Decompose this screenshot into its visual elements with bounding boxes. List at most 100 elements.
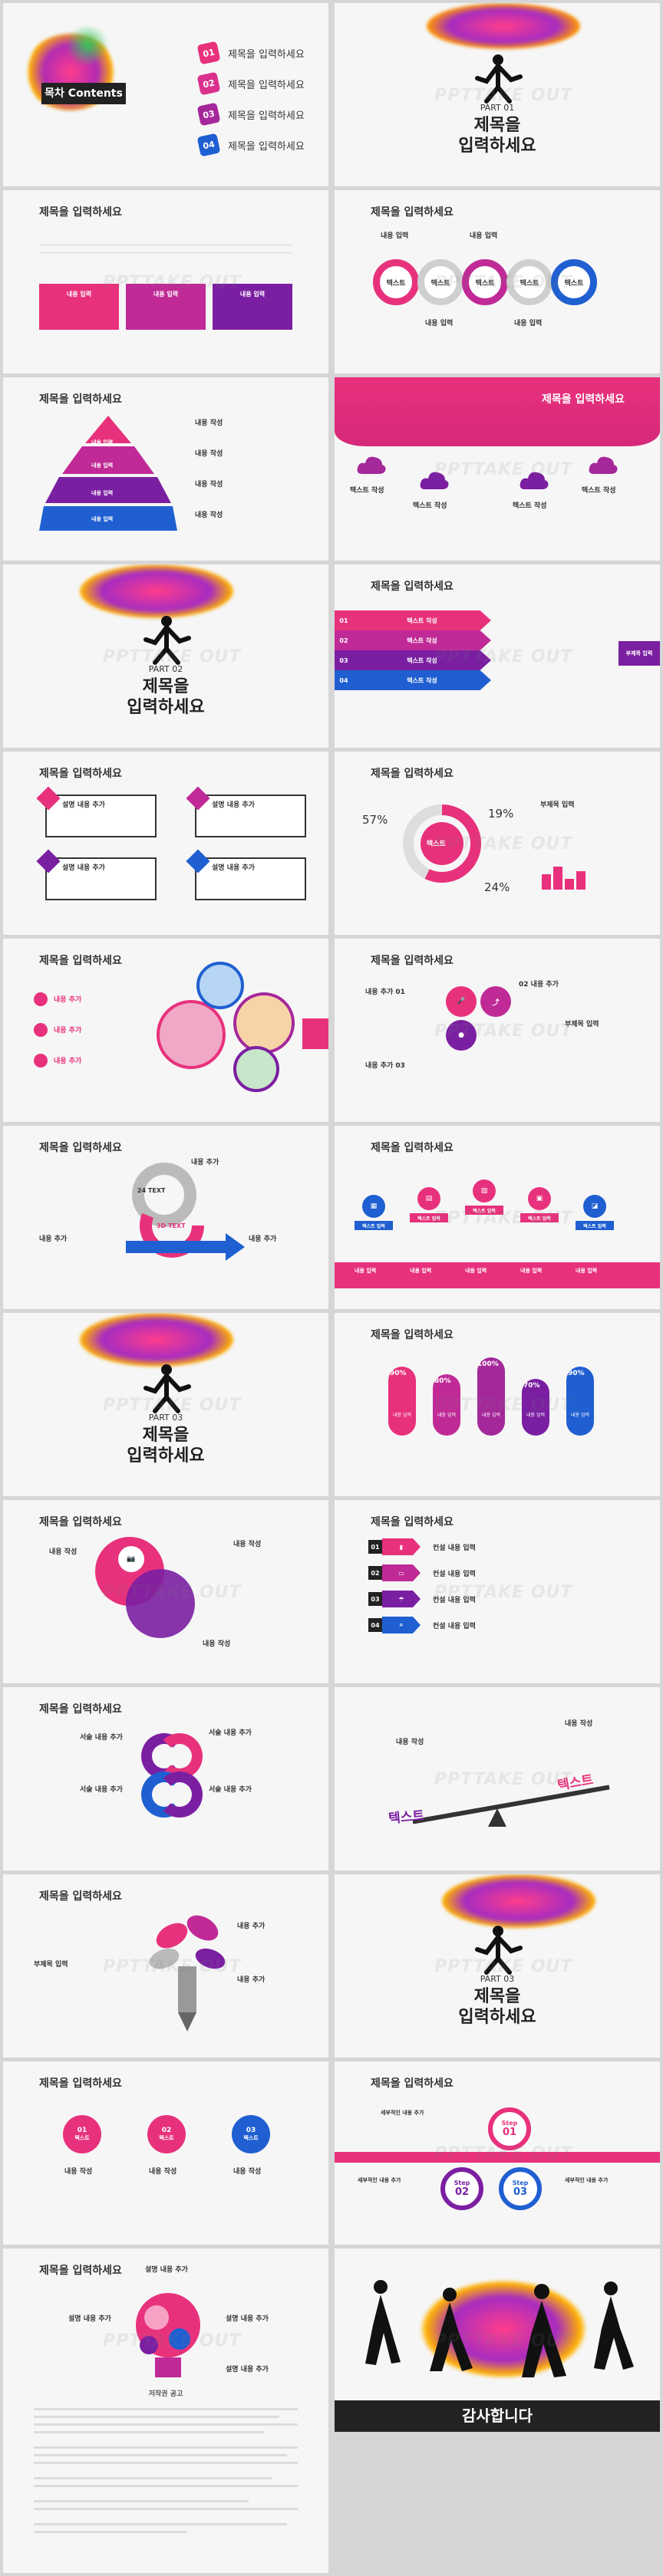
- ring-node[interactable]: 텍스트: [506, 259, 552, 305]
- ring-node[interactable]: 텍스트: [551, 259, 597, 305]
- 3d-arrow-diagram: [126, 1163, 245, 1261]
- slide-part-1[interactable]: PART 01 제목을 입력하세요 PPTTAKE OUT: [335, 3, 660, 186]
- step-bar[interactable]: 텍스트 작성: [353, 610, 491, 630]
- ring-node[interactable]: 텍스트: [462, 259, 508, 305]
- arc-shape: [157, 1772, 203, 1818]
- athletes-silhouette: [365, 2280, 634, 2377]
- slide-8[interactable]: 제목을 입력하세요 01 02 03 04 텍스트 작성 텍스트 작성 텍스트 …: [335, 564, 660, 748]
- slide-title: 제목을 입력하세요: [371, 581, 454, 593]
- bar-label: 내용 입력: [526, 1413, 545, 1418]
- step-label: Step: [454, 2180, 470, 2186]
- info-card[interactable]: 설명 내용 추가: [195, 795, 306, 837]
- content-box-label: 내용 입력: [66, 291, 92, 298]
- step-ring[interactable]: Step 02: [440, 2167, 483, 2210]
- seesaw-pivot: [488, 1808, 506, 1827]
- watermark: PPTTAKE OUT: [434, 1583, 573, 1602]
- slide-part-4[interactable]: PART 03 제목을 입력하세요 PPTTAKE OUT: [335, 1874, 660, 2058]
- step-num: 01: [502, 2127, 517, 2138]
- cloud-icon: [520, 472, 549, 489]
- slide-3[interactable]: 제목을 입력하세요 내용 입력 내용 입력 내용 입력 PPTTAKE OUT: [3, 190, 328, 373]
- info-card-title: 설명 내용 추가: [62, 801, 105, 809]
- step-num: 03: [335, 650, 353, 670]
- slide-6[interactable]: 제목을 입력하세요 텍스트 작성 텍스트 작성 텍스트 작성 텍스트 작성 PP…: [335, 377, 660, 561]
- slide-part-2[interactable]: PART 02 제목을 입력하세요 PPTTAKE OUT: [3, 564, 328, 748]
- step-bar[interactable]: 텍스트 작성: [353, 630, 491, 650]
- toc-title: 목차 Contents: [41, 83, 126, 104]
- ring-label: 내용 입력: [381, 232, 409, 240]
- step-circle[interactable]: 01 텍스트: [63, 2115, 101, 2153]
- item-title: 내용 추가: [191, 1159, 219, 1166]
- step-num: 01: [368, 1540, 382, 1554]
- slide-part-3[interactable]: PART 03 제목을 입력하세요 PPTTAKE OUT: [3, 1313, 328, 1496]
- watermark: PPTTAKE OUT: [434, 1209, 573, 1228]
- toc-item-4[interactable]: 04 제목을 입력하세요: [196, 133, 305, 157]
- step-bar[interactable]: 텍스트 작성: [353, 650, 491, 670]
- share-icon: ⤴: [480, 986, 511, 1017]
- info-card[interactable]: 설명 내용 추가: [45, 795, 157, 837]
- item-title: 컨설 내용 입력: [433, 1623, 476, 1630]
- slide-16[interactable]: 제목을 입력하세요 90% 80% 100% 70% 90% 내용 입력 내용 …: [335, 1313, 660, 1496]
- slide-title: 제목을 입력하세요: [371, 955, 454, 967]
- step-ring[interactable]: Step 03: [499, 2167, 542, 2210]
- capsule-bar: [433, 1374, 460, 1436]
- pct-label: 24%: [484, 880, 510, 894]
- slide-17[interactable]: 제목을 입력하세요 📷 내용 작성 내용 작성 내용 작성 PPTTAKE OU…: [3, 1500, 328, 1683]
- part-title-line1: 제목을: [473, 116, 521, 135]
- node-icon: ▦: [362, 1195, 385, 1218]
- watermark: PPTTAKE OUT: [103, 1583, 242, 1602]
- part-title-line1: 제목을: [142, 1426, 190, 1445]
- slide-title: 제목을 입력하세요: [39, 1890, 122, 1903]
- slide-5[interactable]: 제목을 입력하세요 내용 입력 내용 입력 내용 입력 내용 입력 내용 작성 …: [3, 377, 328, 561]
- step-circle[interactable]: 03 텍스트: [232, 2115, 270, 2153]
- step-num: 03: [246, 2127, 256, 2134]
- slide-9[interactable]: 제목을 입력하세요 설명 내용 추가 설명 내용 추가 설명 내용 추가 설명 …: [3, 752, 328, 935]
- slide-thanks[interactable]: 감사합니다 PPTTAKE OUT: [335, 2249, 660, 2432]
- slide-18[interactable]: 제목을 입력하세요 01 02 03 04 ▮ ▭ ☂ ⌕ 컨설 내용 입력 컨…: [335, 1500, 660, 1683]
- toc-item-3[interactable]: 03 제목을 입력하세요: [196, 102, 305, 127]
- slide-title: 제목을 입력하세요: [542, 393, 625, 406]
- content-box-label: 내용 입력: [239, 291, 266, 298]
- slide-24[interactable]: 제목을 입력하세요 Step 01 Step 02 Step 03 세부적인 내용 추…: [335, 2061, 660, 2245]
- text-placeholder-line: [34, 2523, 287, 2525]
- band-label: 내용 입력: [355, 1268, 377, 1274]
- search-icon: ⌕: [382, 1617, 421, 1633]
- step-circle[interactable]: 02 텍스트: [147, 2115, 186, 2153]
- slide-23[interactable]: 제목을 입력하세요 01 텍스트 02 텍스트 03 텍스트 내용 작성 내용 작성 …: [3, 2061, 328, 2245]
- slide-20[interactable]: 텍스트 텍스트 내용 작성 내용 작성 PPTTAKE OUT: [335, 1687, 660, 1870]
- info-card[interactable]: 설명 내용 추가: [195, 857, 306, 900]
- silhouette-icon: [143, 616, 191, 665]
- step-label: 텍스트: [74, 2135, 90, 2141]
- info-card[interactable]: 설명 내용 추가: [45, 857, 157, 900]
- photo-circle: [196, 962, 244, 1009]
- step-num: 02: [335, 630, 353, 650]
- tag: 텍스트 입력: [576, 1221, 614, 1230]
- subtitle: 부제목 입력: [565, 1021, 599, 1028]
- slide-12[interactable]: 제목을 입력하세요 🎤 ⤴ ● 내용 추가 01 02 내용 추가 내용 추가 …: [335, 939, 660, 1122]
- slide-13[interactable]: 제목을 입력하세요 24 TEXT 3D TEXT 내용 추가 내용 추가 내용…: [3, 1126, 328, 1309]
- step-bar[interactable]: 텍스트 작성: [353, 670, 491, 690]
- part-title-line2: 입력하세요: [458, 137, 536, 156]
- slide-toc[interactable]: 목차 Contents 01 제목을 입력하세요 02 제목을 입력하세요 03 제목…: [3, 3, 328, 186]
- item-title: 내용 추가 03: [365, 1062, 405, 1070]
- slide-10[interactable]: 제목을 입력하세요 텍스트 57% 19% 24% 부제목 입력 PPTTAKE…: [335, 752, 660, 935]
- toc-item-1[interactable]: 01 제목을 입력하세요: [196, 41, 305, 65]
- bar-label: 내용 입력: [571, 1413, 589, 1418]
- paint-splash: [64, 26, 110, 64]
- toc-item-2[interactable]: 02 제목을 입력하세요: [196, 71, 305, 96]
- slide-21[interactable]: 제목을 입력하세요 부제목 입력 내용 추가 내용 추가 PPTTAKE OUT: [3, 1874, 328, 2058]
- pink-cloud-banner: [335, 377, 660, 446]
- ring-node[interactable]: 텍스트: [373, 259, 419, 305]
- slide-4[interactable]: 제목을 입력하세요 텍스트 텍스트 텍스트 텍스트 텍스트 내용 입력 내용 입…: [335, 190, 660, 373]
- slide-14[interactable]: 제목을 입력하세요 ▦ ▤ ▧ ▣ ◪ 텍스트 입력 텍스트 입력 텍스트 입력…: [335, 1126, 660, 1309]
- slide-19[interactable]: 제목을 입력하세요 서술 내용 추가 서술 내용 추가 서술 내용 추가 서술 …: [3, 1687, 328, 1870]
- slide-11[interactable]: 제목을 입력하세요 내용 추가 내용 추가 내용 추가: [3, 939, 328, 1122]
- pct-label: 90%: [390, 1370, 407, 1377]
- text-placeholder-line: [34, 2431, 264, 2433]
- content-box[interactable]: 내용 입력: [39, 284, 119, 330]
- ring-label: 내용 입력: [470, 232, 498, 240]
- step-ring[interactable]: Step 01: [488, 2107, 531, 2150]
- content-box[interactable]: 내용 입력: [213, 284, 292, 330]
- content-box[interactable]: 내용 입력: [126, 284, 206, 330]
- pyramid-note: 내용 작성: [195, 481, 223, 489]
- ring-node[interactable]: 텍스트: [417, 259, 463, 305]
